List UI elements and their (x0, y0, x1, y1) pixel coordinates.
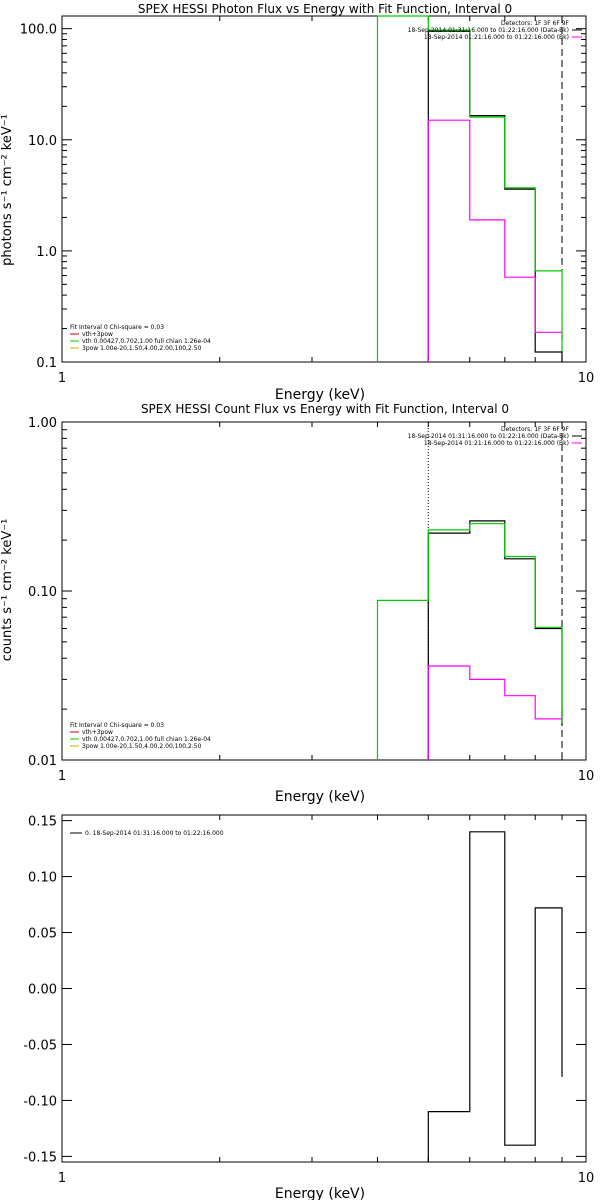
legend-top-entry: 18-Sep-2014 01:31:16.000 to 01:22:16.000… (408, 433, 569, 440)
plot-frame (61, 814, 587, 1163)
y-tick-label: 10.0 (28, 134, 57, 149)
plot-frame (61, 421, 587, 761)
photon-flux-panel: SPEX HESSI Photon Flux vs Energy with Fi… (0, 2, 594, 403)
legend-top-entry: 18-Sep-2014 01:21:16.000 to 01:22:16.000… (424, 440, 569, 447)
x-axis-label: Energy (keV) (275, 1186, 365, 1200)
y-tick-label: 0.01 (28, 754, 57, 769)
y-axis-label: photons s⁻¹ cm⁻² keV⁻¹ (0, 114, 15, 266)
legend-inline-entry: 0. 18-Sep-2014 01:31:16.000 to 01:22:16.… (85, 830, 224, 837)
y-tick-label: 0.15 (28, 815, 57, 830)
y-tick-label: 0.1 (36, 356, 57, 371)
x-tick-label: 10 (578, 1171, 595, 1186)
series-data-bk-line (427, 520, 563, 760)
residuals-panel: Energy (keV) 1 10 0.15 0.10 0.05 0.00 -0.05 -0.… (23, 814, 595, 1200)
x-tick-label: 10 (578, 371, 595, 386)
x-axis-label: Energy (keV) (275, 387, 365, 403)
x-tick-label: 1 (58, 371, 66, 386)
legend-top-entry: Detectors: 1F 3F 6F 9F (501, 20, 570, 27)
x-axis-label: Energy (keV) (275, 789, 365, 805)
legend-bottom-entry: Fit Interval 0 Chi-square = 0.03 (70, 722, 164, 729)
y-tick-label: 100.0 (20, 23, 57, 38)
y-tick-label: 1.00 (28, 416, 57, 431)
y-tick-label: 0.00 (28, 983, 57, 998)
legend-bottom-entry: vth+3pow (82, 331, 113, 338)
y-tick-label: -0.05 (23, 1038, 57, 1053)
y-tick-label: 1.0 (36, 245, 57, 260)
legend-top-entry: 18-Sep-2014 01:21:16.000 to 01:22:16.000… (424, 34, 569, 41)
series-vth-line (376, 523, 563, 760)
series-bk-line (427, 119, 563, 362)
series-vth-line (376, 15, 563, 362)
plot-frame (61, 15, 587, 363)
legend-top-entry: Detectors: 1F 3F 6F 9F (501, 426, 570, 433)
y-tick-label: 0.05 (28, 927, 57, 942)
series-residual-line (427, 831, 563, 1162)
panel-title: SPEX HESSI Count Flux vs Energy with Fit… (141, 402, 509, 416)
count-flux-panel: SPEX HESSI Count Flux vs Energy with Fit… (0, 402, 594, 805)
y-tick-label: 0.10 (28, 585, 57, 600)
y-tick-label: -0.15 (23, 1150, 57, 1165)
x-tick-label: 1 (58, 1171, 66, 1186)
y-tick-label: -0.10 (23, 1094, 57, 1109)
legend-bottom-entry: 3pow 1.00e-20,1.50,4.00,2.00,100,2.50 (82, 345, 202, 352)
series-data-bk-line (427, 30, 563, 362)
x-tick-label: 1 (58, 769, 66, 784)
panel-title: SPEX HESSI Photon Flux vs Energy with Fi… (138, 2, 512, 16)
legend-bottom-entry: vth 0.00427,0.702,1.00 full chian 1.26e-… (82, 338, 211, 345)
legend-bottom-entry: vth 0.00427,0.702,1.00 full chian 1.26e-… (82, 736, 211, 743)
legend-bottom-entry: Fit Interval 0 Chi-square = 0.03 (70, 324, 164, 331)
legend-bottom-entry: 3pow 1.00e-20,1.50,4.00,2.00,100,2.50 (82, 743, 202, 750)
x-tick-label: 10 (578, 769, 595, 784)
series-bk-line (427, 665, 563, 760)
legend-bottom-entry: vth+3pow (82, 729, 113, 736)
legend-top-entry: 18-Sep-2014 01:31:16.000 to 01:22:16.000… (408, 27, 569, 34)
y-axis-label: counts s⁻¹ cm⁻² keV⁻¹ (0, 519, 15, 662)
y-tick-label: 0.10 (28, 871, 57, 886)
